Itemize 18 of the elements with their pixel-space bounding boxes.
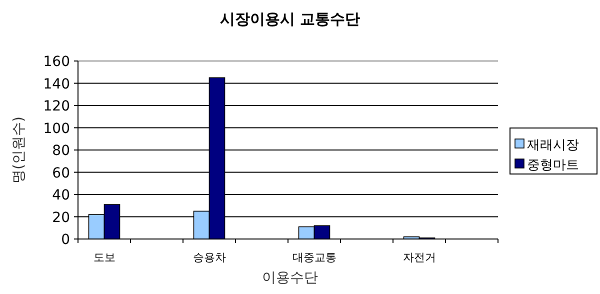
y-tick-label: 140 [43, 76, 70, 92]
y-tick-label: 20 [52, 210, 70, 226]
y-tick-label: 60 [52, 165, 70, 182]
legend-label: 중형마트 [527, 158, 579, 173]
chart-title: 시장이용시 교통수단 [220, 10, 360, 28]
y-tick-label: 100 [43, 120, 70, 137]
y-tick-label: 160 [43, 54, 70, 70]
x-tick-label: 대중교통 [292, 251, 336, 264]
x-tick-label: 승용차 [192, 251, 226, 264]
y-tick-label: 120 [43, 98, 70, 114]
y-tick-label: 80 [52, 143, 70, 159]
legend-label: 재래시장 [527, 138, 579, 153]
x-axis-title: 이용수단 [262, 270, 318, 286]
x-tick-label: 자전거 [402, 251, 436, 264]
y-axis-title: 명(인원수) [11, 116, 27, 184]
y-tick-label: 0 [61, 232, 70, 248]
x-tick-label: 도보 [93, 251, 116, 264]
y-tick-label: 40 [52, 188, 70, 204]
